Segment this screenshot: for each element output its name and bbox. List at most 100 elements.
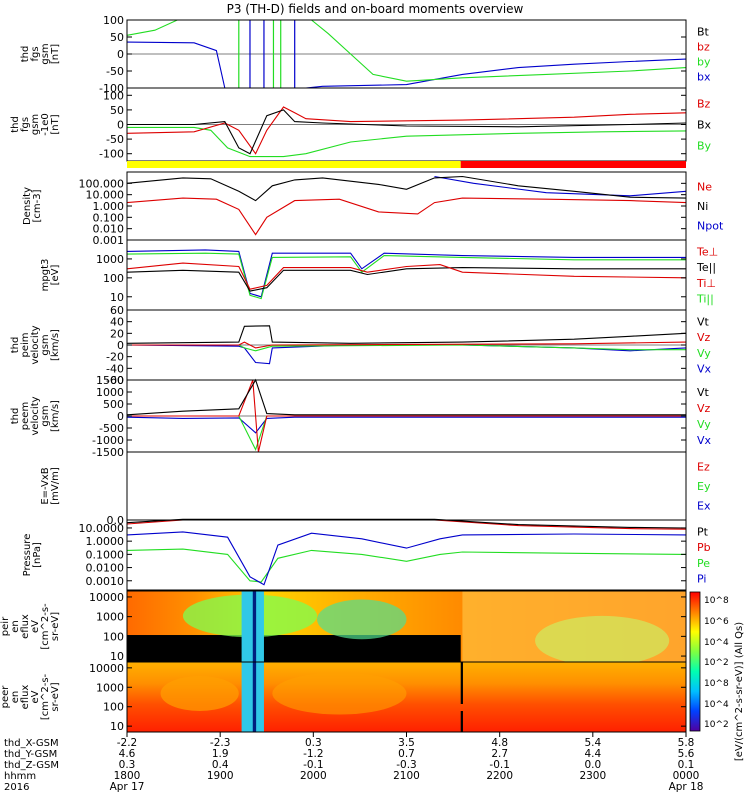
- x-axis-value: 2200: [486, 770, 513, 782]
- legend-entry: Ni: [697, 200, 708, 213]
- y-axis-label: -1e0: [40, 113, 51, 136]
- x-axis-value: -2.3: [210, 737, 231, 749]
- legend-entry: bx: [697, 71, 711, 84]
- y-axis-label: [nT]: [50, 44, 61, 64]
- series-line-Pt: [126, 518, 687, 529]
- y-axis-label: mpgt3: [40, 259, 51, 292]
- x-axis-value: 0.3: [305, 737, 322, 749]
- y-tick-label: 0.010: [93, 223, 125, 236]
- legend-entry: Ey: [697, 480, 711, 493]
- series-line-bx: [126, 41, 687, 89]
- y-axis-label: [nT]: [50, 114, 61, 134]
- y-axis-label: [eV]: [50, 265, 61, 286]
- legend-entry: Ti||: [696, 292, 714, 305]
- y-tick-label: 20: [110, 327, 124, 340]
- y-axis-label: en: [10, 691, 21, 704]
- y-axis-label: Pressure: [22, 534, 33, 577]
- colorbar-tick-label: 10^2: [704, 658, 729, 668]
- y-tick-label: 0: [117, 48, 124, 61]
- panel-background: [127, 172, 686, 240]
- legend-entry: Bt: [697, 25, 710, 38]
- x-axis-row-label: 2016: [4, 782, 29, 793]
- series-line-Pe: [126, 548, 687, 583]
- x-axis-value: 1800: [114, 770, 141, 782]
- y-tick-label: 60: [110, 304, 124, 317]
- y-axis-label: thd: [20, 46, 31, 63]
- y-tick-label: -1000: [92, 434, 124, 447]
- spectrogram-gap: [460, 662, 463, 704]
- legend-entry: Bz: [697, 98, 711, 111]
- colorbar-tick-label: 10^8: [704, 596, 729, 606]
- y-tick-label: 0.001: [93, 234, 125, 247]
- x-axis-value: 2000: [300, 770, 327, 782]
- y-tick-label: -50: [106, 133, 124, 146]
- y-tick-label: 1.000: [93, 200, 125, 213]
- x-axis-row-label: thd_Y-GSM: [4, 749, 57, 760]
- legend-entry: Te||: [696, 261, 716, 274]
- x-axis-value: -1.2: [303, 748, 324, 760]
- series-line-Ne: [126, 197, 687, 236]
- x-axis-value: 0.1: [678, 759, 695, 771]
- y-tick-label: 1000: [96, 253, 124, 266]
- legend-entry: Vz: [697, 331, 711, 344]
- y-tick-label: -1500: [92, 446, 124, 459]
- y-axis-label: en: [10, 620, 21, 633]
- series-line-Bz: [126, 106, 687, 155]
- panel-background: [127, 520, 686, 590]
- y-tick-label: 10: [110, 650, 124, 663]
- y-tick-label: -40: [106, 362, 124, 375]
- legend-entry: bz: [697, 40, 710, 53]
- y-axis-label: gsm: [40, 334, 51, 355]
- legend-entry: Vt: [697, 316, 710, 329]
- y-tick-label: 50: [110, 104, 124, 117]
- series-line-Vz: [127, 379, 686, 453]
- x-axis-value: 4.4: [584, 748, 601, 760]
- y-axis-label: fgs: [20, 117, 31, 132]
- y-axis-label: eV: [30, 620, 41, 633]
- y-axis-label: Density: [22, 187, 33, 225]
- y-axis-label: [cm-3]: [32, 189, 43, 222]
- y-tick-label: 0.1000: [86, 548, 125, 561]
- y-axis-label: gsm: [40, 405, 51, 426]
- y-tick-label: 0.0: [107, 514, 125, 527]
- legend-entry: Vx: [697, 434, 712, 447]
- y-tick-label: -100: [99, 82, 124, 95]
- y-tick-label: 1000: [96, 681, 124, 694]
- y-axis-label: [mV/m]: [50, 467, 61, 505]
- y-tick-label: 10.000: [86, 189, 125, 202]
- x-axis-value: 5.4: [584, 737, 601, 749]
- series-line-Vz: [127, 341, 687, 349]
- legend-entry: Te⊥: [696, 246, 718, 259]
- y-tick-label: 0: [117, 339, 124, 352]
- spectrogram-patch: [317, 599, 407, 640]
- y-tick-label: 0.0100: [86, 562, 125, 575]
- y-axis-label: thd: [0, 689, 1, 706]
- legend-entry: Vt: [697, 386, 710, 399]
- y-axis-label: eflux: [20, 614, 31, 639]
- y-tick-label: 10: [110, 720, 124, 733]
- x-axis-value: 0000: [673, 770, 700, 782]
- y-tick-label: 100: [103, 701, 124, 714]
- legend-entry: by: [697, 56, 711, 69]
- mode-bar-segment: [127, 161, 461, 168]
- colorbar: 10^8 10^6 10^4 10^2 10^8 10^4 10^2 [eV/(cm^2-s-…: [689, 591, 745, 761]
- y-axis-label: eV: [30, 690, 41, 703]
- spectrogram-lowflux-core: [252, 662, 257, 732]
- x-axis-value: 2300: [579, 770, 606, 782]
- x-axis-value: Apr 17: [110, 781, 145, 793]
- y-axis-label: gsm: [40, 43, 51, 64]
- x-axis-value: 4.8: [491, 737, 508, 749]
- colorbar-label: [eV/(cm^2-s-sr-eV)] (All Qs): [734, 622, 745, 761]
- y-tick-label: 10.0000: [79, 522, 125, 535]
- y-axis-label: thd: [10, 116, 21, 133]
- colorbar-tick-label: 10^4: [704, 700, 729, 710]
- panel-peer_spec: 10000 1000 100 10 thdpeerenefluxeV[cm^2-s-sr…: [0, 661, 687, 733]
- legend-entry: Ti⊥: [696, 277, 716, 290]
- y-axis-label: E=-VxB: [40, 467, 51, 504]
- legend-entry: Pi: [697, 572, 706, 585]
- y-tick-label: -60: [106, 374, 124, 387]
- legend-entry: Ez: [697, 461, 710, 474]
- y-axis-label: [cm^2-s-: [40, 673, 51, 720]
